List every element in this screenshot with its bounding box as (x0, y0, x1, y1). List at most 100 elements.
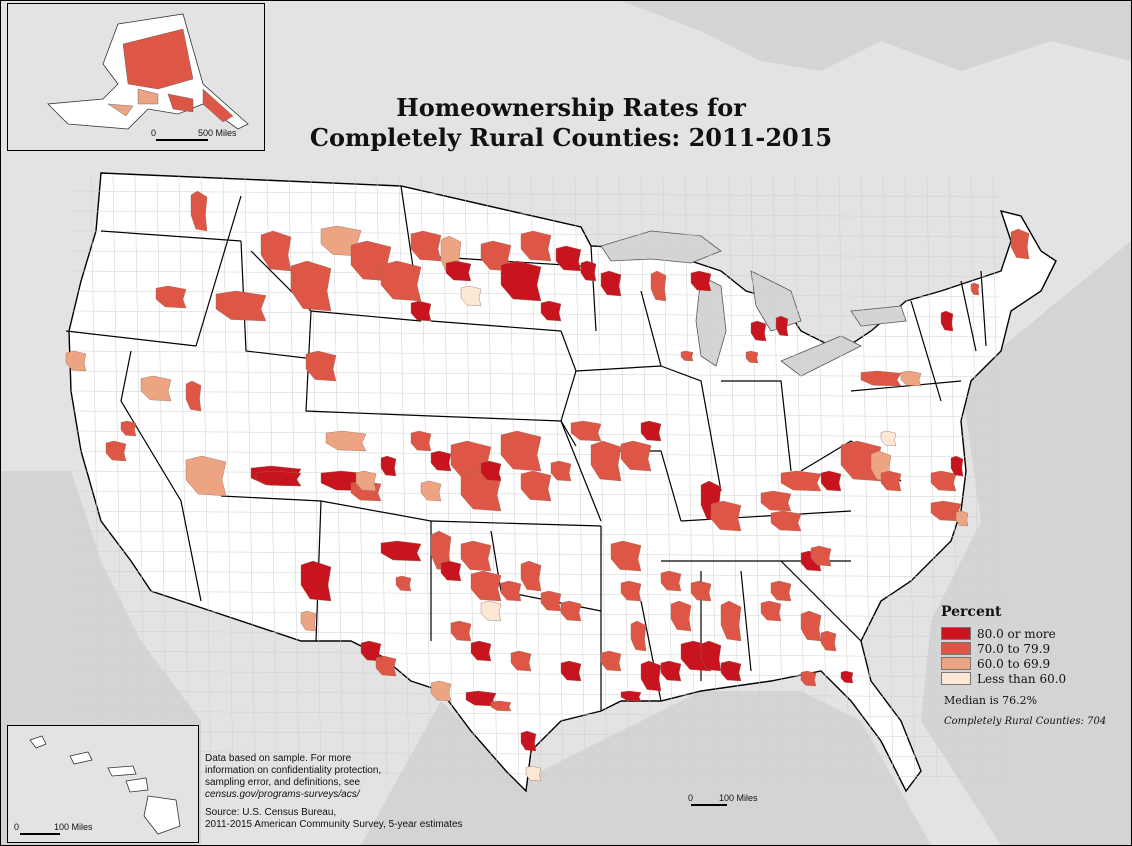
rural-county (380, 455, 397, 477)
oahu-island (69, 751, 93, 765)
rural-county (470, 640, 492, 662)
rural-county (770, 510, 802, 532)
rural-county (520, 560, 542, 592)
rural-county (560, 660, 582, 682)
rural-county (930, 470, 957, 492)
note-line: Data based on sample. For more (205, 753, 352, 764)
alaska-scale-label: 500 Miles (198, 128, 237, 138)
rural-county (430, 450, 452, 472)
rural-county (420, 480, 442, 502)
rural-county (430, 680, 452, 702)
hawaii-island (143, 795, 181, 835)
rural-county (700, 640, 722, 672)
rural-county (690, 580, 712, 602)
atlantic-ocean (921, 241, 1131, 845)
note-line: sampling error, and definitions, see (205, 777, 361, 788)
rural-county (480, 600, 502, 622)
legend-label: 60.0 to 69.9 (977, 656, 1051, 671)
rural-county (185, 380, 202, 412)
rural-county (380, 260, 422, 302)
rural-county (215, 290, 267, 322)
rural-county (760, 490, 792, 512)
legend: Percent 80.0 or more 70.0 to 79.9 60.0 t… (941, 604, 1121, 727)
rural-county (555, 245, 582, 272)
acs-link[interactable]: census.gov/programs-surveys/acs/ (205, 789, 360, 800)
rural-county (260, 230, 292, 272)
rural-county (570, 420, 602, 442)
rural-county (640, 420, 662, 442)
legend-title: Percent (941, 604, 1002, 620)
rural-county (880, 470, 902, 492)
main-scale-zero: 0 (688, 793, 694, 803)
rural-county (840, 670, 854, 684)
median-note: Median is 76.2% (944, 694, 1038, 707)
rural-county (410, 430, 432, 452)
source-notes: Data based on sample. For more informati… (205, 753, 525, 831)
rural-county (140, 375, 172, 402)
map-title: Homeownership Rates for Completely Rural… (271, 93, 871, 153)
rural-county (380, 540, 422, 562)
rural-county (355, 470, 377, 492)
rural-county (450, 620, 472, 642)
rural-county (500, 430, 542, 472)
rural-county (550, 460, 572, 482)
source-line: Source: U.S. Census Bureau, (205, 807, 337, 818)
rural-county (120, 420, 137, 437)
rural-county (820, 470, 842, 492)
rural-county (680, 350, 694, 362)
rural-county (860, 370, 902, 387)
rural-county (770, 580, 792, 602)
rural-county (620, 580, 642, 602)
rural-county (610, 540, 642, 572)
hawaii-map (8, 726, 198, 842)
rural-county (810, 545, 832, 567)
legend-swatch (941, 642, 971, 655)
rural-county (540, 300, 562, 322)
rural-county (375, 655, 397, 677)
main-scale-bar (691, 804, 727, 806)
rural-county (630, 620, 647, 652)
rural-county (460, 540, 492, 572)
hudson-bay (621, 1, 1131, 71)
title-line-1: Homeownership Rates for (396, 93, 746, 122)
hawaii-scale-label: 100 Miles (54, 822, 93, 832)
rural-county (660, 660, 682, 682)
molokai-island (107, 765, 137, 777)
rural-county (640, 660, 662, 692)
legend-swatch (941, 627, 971, 640)
rural-county (950, 455, 964, 477)
rural-county (410, 230, 442, 262)
rural-county (500, 260, 542, 302)
rural-county (300, 560, 332, 602)
rural-county (690, 270, 712, 292)
rural-county (600, 270, 622, 297)
legend-label: 80.0 or more (977, 626, 1056, 641)
rural-county (520, 470, 552, 502)
legend-item: 60.0 to 69.9 (941, 656, 1121, 671)
rural-county (745, 350, 759, 364)
rural-county (395, 575, 412, 592)
rural-county (560, 600, 582, 622)
rural-county (750, 320, 767, 342)
maui-island (125, 777, 149, 793)
rural-county (540, 590, 562, 612)
rural-county (410, 300, 432, 322)
county-count-note: Completely Rural Counties: 704 (944, 716, 1107, 727)
rural-county (880, 430, 897, 447)
rural-county (520, 730, 537, 752)
rural-county (190, 190, 208, 232)
rural-county (185, 455, 227, 497)
legend-item: Less than 60.0 (941, 671, 1121, 686)
rural-county (500, 580, 522, 602)
rural-county (480, 460, 502, 482)
alaska-inset: 0 500 Miles (7, 3, 265, 151)
rural-county (940, 310, 954, 332)
rural-county (445, 260, 472, 282)
rural-county (510, 650, 532, 672)
rural-county (155, 285, 187, 309)
rural-county (65, 350, 87, 372)
rural-county (800, 610, 822, 642)
rural-county (775, 315, 789, 337)
rural-county (325, 430, 367, 452)
